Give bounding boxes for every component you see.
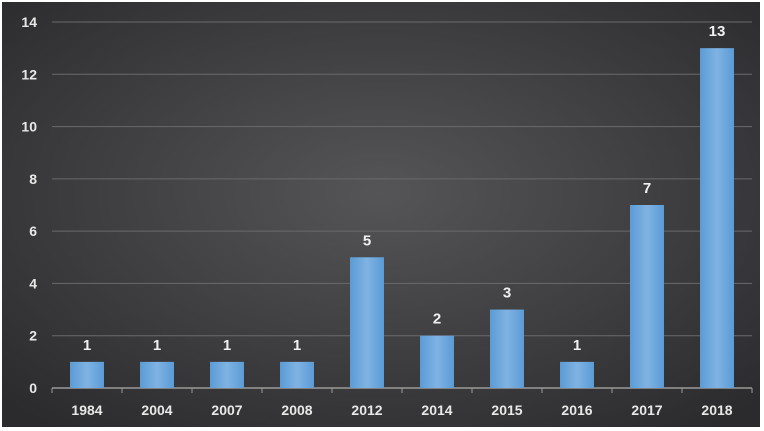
data-label-2016: 1 xyxy=(573,337,581,354)
data-label-2004: 1 xyxy=(153,337,161,354)
x-tick-label-2014: 2014 xyxy=(421,402,452,418)
y-tick-label-10: 10 xyxy=(21,119,37,135)
gridlines xyxy=(52,21,752,337)
y-tick-label-4: 4 xyxy=(29,275,37,291)
x-tick-label-2008: 2008 xyxy=(281,402,312,418)
bar-1984 xyxy=(70,361,104,388)
data-label-2012: 5 xyxy=(363,232,371,249)
y-tick-label-2: 2 xyxy=(29,328,37,344)
bar-2015 xyxy=(490,309,524,388)
y-tick-label-0: 0 xyxy=(29,380,37,396)
data-label-1984: 1 xyxy=(83,337,91,354)
bar-2012 xyxy=(350,257,384,388)
y-tick-label-12: 12 xyxy=(21,66,37,82)
bars xyxy=(70,48,734,389)
bar-2004 xyxy=(140,361,174,388)
x-tick-label-2016: 2016 xyxy=(561,402,592,418)
x-tick-label-1984: 1984 xyxy=(71,402,102,418)
data-label-2017: 7 xyxy=(643,180,651,197)
bar-2018 xyxy=(700,48,734,389)
x-tick-label-2017: 2017 xyxy=(631,402,662,418)
data-label-2018: 13 xyxy=(709,23,726,40)
bar-2014 xyxy=(420,335,454,388)
data-label-2007: 1 xyxy=(223,337,231,354)
bar-2007 xyxy=(210,361,244,388)
bar-2008 xyxy=(280,361,314,388)
x-tick-labels: 1984 2004 2007 2008 2012 2014 2015 2016 2017 2018 xyxy=(71,402,732,418)
x-tick-label-2018: 2018 xyxy=(701,402,732,418)
data-label-2015: 3 xyxy=(503,285,511,302)
y-tick-label-14: 14 xyxy=(21,14,37,30)
data-labels: 1 1 1 1 5 2 3 1 7 13 xyxy=(83,23,726,354)
bar-2016 xyxy=(560,361,594,388)
y-tick-label-8: 8 xyxy=(29,171,37,187)
bar-2017 xyxy=(630,205,664,388)
y-tick-label-6: 6 xyxy=(29,223,37,239)
y-tick-labels: 0 2 4 6 8 10 12 14 xyxy=(21,14,37,396)
data-label-2014: 2 xyxy=(433,311,441,328)
x-tick-label-2004: 2004 xyxy=(141,402,172,418)
x-tick-label-2007: 2007 xyxy=(211,402,242,418)
data-label-2008: 1 xyxy=(293,337,301,354)
x-tick-label-2012: 2012 xyxy=(351,402,382,418)
x-tick-label-2015: 2015 xyxy=(491,402,522,418)
